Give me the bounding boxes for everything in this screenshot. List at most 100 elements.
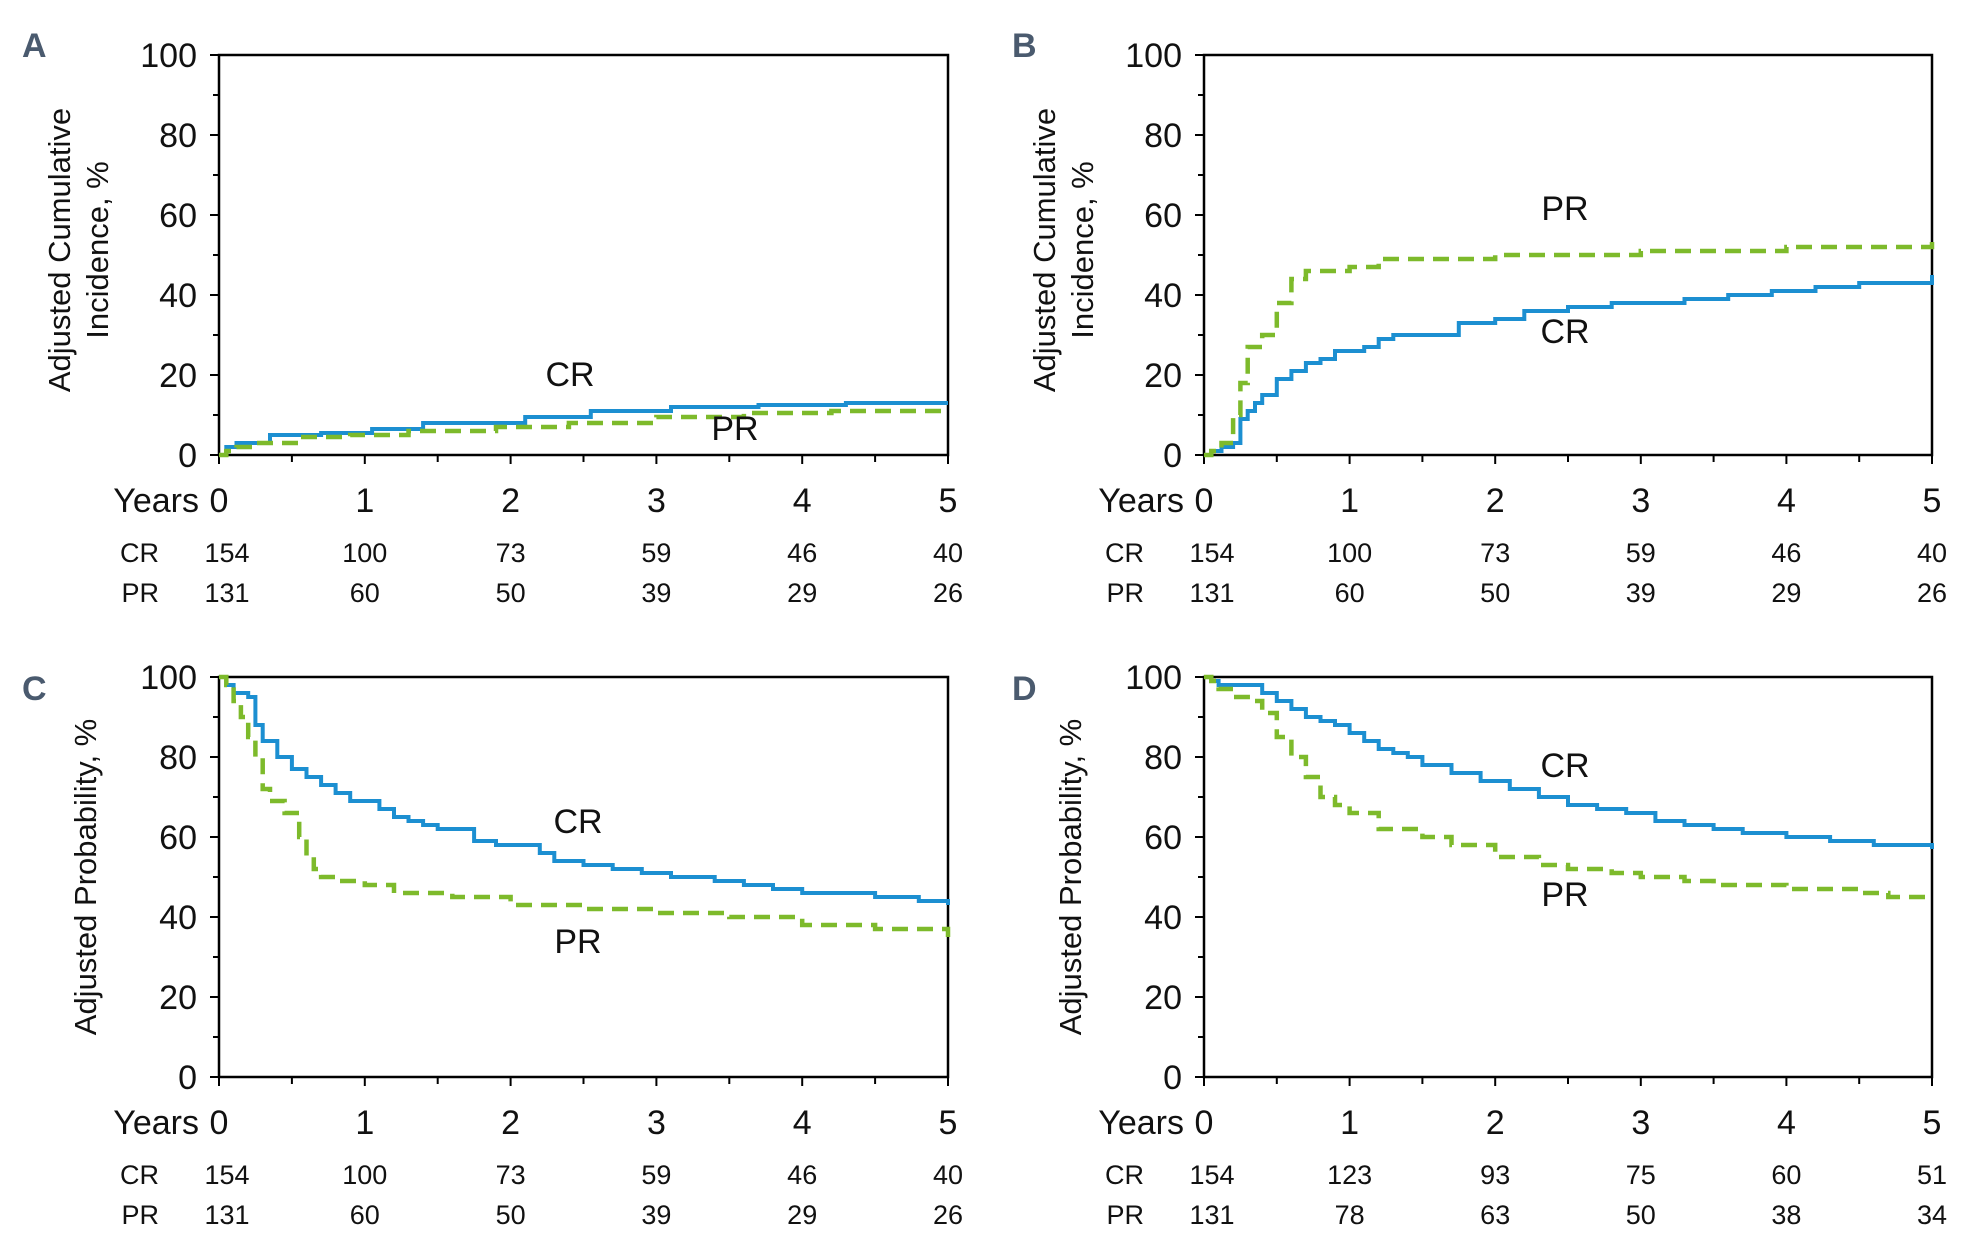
risk-value: 154 bbox=[1189, 1160, 1234, 1190]
y-tick-label: 100 bbox=[1125, 659, 1182, 697]
x-tick-label: 2 bbox=[501, 482, 520, 520]
risk-value: 40 bbox=[933, 1160, 963, 1190]
y-tick-label: 0 bbox=[178, 1059, 197, 1097]
risk-value: 59 bbox=[641, 1160, 671, 1190]
risk-value: 60 bbox=[350, 1200, 380, 1230]
risk-value: 46 bbox=[787, 1160, 817, 1190]
x-tick-label: 1 bbox=[355, 1104, 374, 1142]
risk-value: 59 bbox=[641, 538, 671, 568]
pr-curve-label: PR bbox=[1541, 876, 1588, 914]
x-tick-label: 3 bbox=[1631, 482, 1650, 520]
panel-letter: C bbox=[22, 670, 47, 708]
x-tick-label: 1 bbox=[1340, 482, 1359, 520]
risk-row-label: CR bbox=[1105, 1160, 1144, 1190]
y-tick-label: 80 bbox=[159, 117, 197, 155]
risk-row-label: CR bbox=[1105, 538, 1144, 568]
y-tick-label: 0 bbox=[1163, 1059, 1182, 1097]
x-tick-label: 2 bbox=[1486, 482, 1505, 520]
risk-value: 50 bbox=[496, 578, 526, 608]
pr-curve-label: PR bbox=[554, 923, 601, 961]
cr-curve-label: CR bbox=[545, 356, 594, 394]
risk-value: 46 bbox=[1771, 538, 1801, 568]
risk-value: 39 bbox=[641, 1200, 671, 1230]
risk-row-label: PR bbox=[1106, 578, 1144, 608]
risk-value: 34 bbox=[1917, 1200, 1947, 1230]
risk-value: 50 bbox=[496, 1200, 526, 1230]
risk-value: 50 bbox=[1480, 578, 1510, 608]
risk-value: 39 bbox=[1626, 578, 1656, 608]
y-tick-label: 80 bbox=[159, 739, 197, 777]
risk-value: 38 bbox=[1771, 1200, 1801, 1230]
pr-curve bbox=[219, 408, 948, 458]
cr-curve bbox=[1204, 275, 1934, 457]
risk-row-label: PR bbox=[1106, 1200, 1144, 1230]
y-tick-label: 20 bbox=[159, 357, 197, 395]
x-tick-label: 1 bbox=[355, 482, 374, 520]
x-axis-title: Years bbox=[113, 1104, 199, 1142]
risk-value: 73 bbox=[496, 538, 526, 568]
x-tick-label: 2 bbox=[501, 1104, 520, 1142]
risk-value: 100 bbox=[342, 538, 387, 568]
risk-value: 51 bbox=[1917, 1160, 1947, 1190]
y-axis-title: Adjusted Probability, % bbox=[68, 719, 103, 1035]
risk-value: 75 bbox=[1626, 1160, 1656, 1190]
risk-value: 40 bbox=[1917, 538, 1947, 568]
risk-row-label: PR bbox=[121, 578, 159, 608]
y-tick-label: 0 bbox=[1163, 437, 1182, 475]
y-tick-label: 40 bbox=[1144, 277, 1182, 315]
cr-curve bbox=[219, 401, 948, 457]
cr-curve-label: CR bbox=[553, 803, 602, 841]
y-axis-title: Incidence, % bbox=[1065, 161, 1100, 339]
cr-curve bbox=[219, 675, 950, 905]
risk-value: 123 bbox=[1327, 1160, 1372, 1190]
panel-letter: B bbox=[1012, 27, 1037, 65]
risk-value: 29 bbox=[787, 578, 817, 608]
risk-row-label: CR bbox=[120, 1160, 159, 1190]
x-tick-label: 5 bbox=[939, 482, 958, 520]
risk-value: 26 bbox=[933, 1200, 963, 1230]
x-tick-label: 0 bbox=[210, 1104, 229, 1142]
risk-value: 60 bbox=[1335, 578, 1365, 608]
y-tick-label: 80 bbox=[1144, 739, 1182, 777]
x-axis-title: Years bbox=[1098, 482, 1184, 520]
risk-value: 63 bbox=[1480, 1200, 1510, 1230]
x-tick-label: 4 bbox=[1777, 1104, 1796, 1142]
risk-row-label: CR bbox=[120, 538, 159, 568]
y-tick-label: 20 bbox=[1144, 357, 1182, 395]
x-tick-label: 5 bbox=[939, 1104, 958, 1142]
x-tick-label: 3 bbox=[647, 1104, 666, 1142]
x-tick-label: 1 bbox=[1340, 1104, 1359, 1142]
risk-value: 131 bbox=[204, 1200, 249, 1230]
y-tick-label: 0 bbox=[178, 437, 197, 475]
y-tick-label: 40 bbox=[159, 899, 197, 937]
x-tick-label: 3 bbox=[1631, 1104, 1650, 1142]
risk-value: 39 bbox=[641, 578, 671, 608]
x-tick-label: 4 bbox=[793, 482, 812, 520]
risk-value: 154 bbox=[204, 538, 249, 568]
risk-value: 131 bbox=[1189, 1200, 1234, 1230]
risk-value: 73 bbox=[496, 1160, 526, 1190]
risk-value: 93 bbox=[1480, 1160, 1510, 1190]
cr-curve-label: CR bbox=[1540, 747, 1589, 785]
risk-value: 100 bbox=[342, 1160, 387, 1190]
y-tick-label: 100 bbox=[1125, 37, 1182, 75]
x-tick-label: 0 bbox=[210, 482, 229, 520]
plot-frame bbox=[217, 53, 950, 457]
risk-value: 50 bbox=[1626, 1200, 1656, 1230]
x-tick-label: 3 bbox=[647, 482, 666, 520]
x-tick-label: 2 bbox=[1486, 1104, 1505, 1142]
pr-curve bbox=[1204, 674, 1932, 900]
risk-value: 40 bbox=[933, 538, 963, 568]
x-tick-label: 0 bbox=[1195, 482, 1214, 520]
x-tick-label: 4 bbox=[793, 1104, 812, 1142]
risk-value: 29 bbox=[787, 1200, 817, 1230]
y-tick-label: 80 bbox=[1144, 117, 1182, 155]
x-tick-label: 5 bbox=[1923, 1104, 1942, 1142]
x-axis-title: Years bbox=[113, 482, 199, 520]
pr-curve-label: PR bbox=[1541, 190, 1588, 228]
risk-value: 60 bbox=[1771, 1160, 1801, 1190]
y-tick-label: 100 bbox=[140, 37, 197, 75]
